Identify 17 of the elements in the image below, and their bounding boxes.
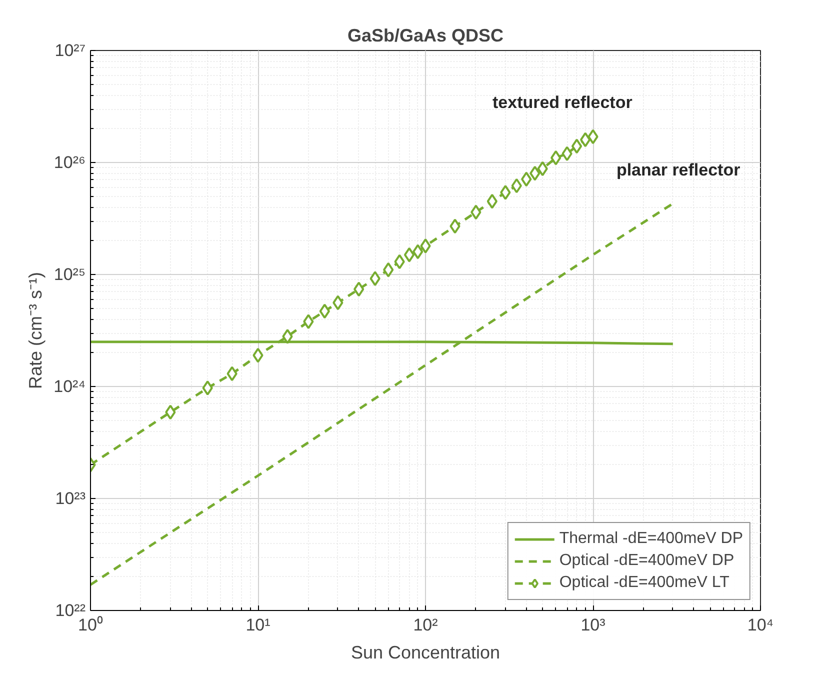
annotation: textured reflector [492,93,633,112]
y-tick-label: 10²⁷ [54,41,86,60]
y-tick-label: 10²⁶ [54,153,86,172]
legend-label: Thermal -dE=400meV DP [559,530,743,548]
legend-label: Optical -dE=400meV DP [559,552,734,570]
y-axis-title: Rate (cm⁻³ s⁻¹) [26,272,46,389]
y-tick-label: 10²⁴ [54,377,86,396]
x-tick-label: 10⁴ [747,616,774,634]
chart-title: GaSb/GaAs QDSC [347,26,504,46]
x-tick-label: 10¹ [246,616,271,634]
y-tick-label: 10²³ [55,489,86,508]
x-tick-label: 10² [413,616,438,634]
y-tick-label: 10²⁵ [54,265,86,284]
legend-label: Optical -dE=400meV LT [559,574,730,592]
annotation: planar reflector [616,160,741,180]
x-tick-label: 10³ [580,616,606,634]
x-axis-title: Sun Concentration [350,642,500,662]
